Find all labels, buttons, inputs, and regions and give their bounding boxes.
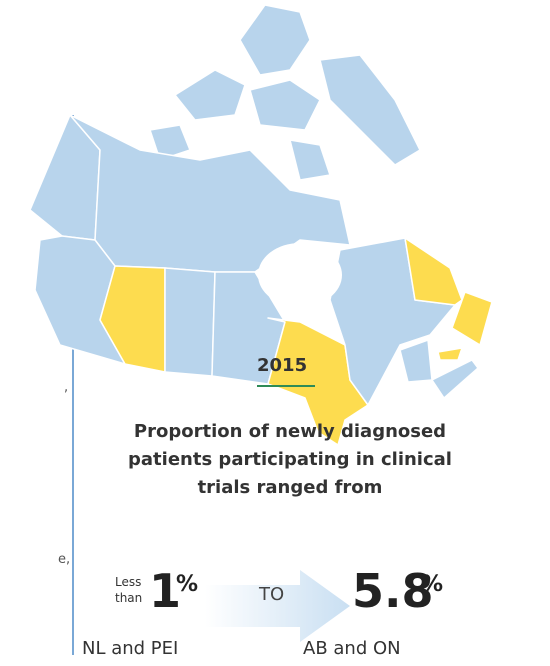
saskatchewan (164, 267, 216, 377)
fragment-text: , (64, 380, 69, 395)
low-region: NL and PEI (82, 638, 179, 659)
island (289, 139, 331, 181)
high-value: 5.8 (352, 564, 434, 618)
hudson-bay (258, 243, 342, 307)
pei (437, 347, 463, 361)
island (249, 79, 321, 131)
canada-map (29, 4, 493, 446)
ontario (267, 317, 369, 446)
low-value: 1 (149, 564, 182, 618)
year-label: 2015 (257, 355, 308, 376)
connector: TO (259, 584, 285, 605)
fragment-text: e, (58, 552, 71, 567)
labrador (404, 237, 463, 306)
high-unit: % (421, 572, 444, 597)
new-brunswick (399, 339, 433, 383)
alberta (99, 265, 166, 373)
newfoundland (451, 291, 493, 346)
range-arrow (205, 570, 350, 642)
low-unit: % (176, 572, 199, 597)
caption: Proportion of newly diagnosed patients p… (128, 421, 452, 498)
high-region: AB and ON (303, 638, 401, 659)
island (319, 54, 421, 166)
island (239, 4, 311, 76)
island (149, 124, 191, 161)
nova-scotia (431, 359, 479, 399)
low-prefix: Less than (115, 575, 143, 605)
island (174, 69, 246, 121)
